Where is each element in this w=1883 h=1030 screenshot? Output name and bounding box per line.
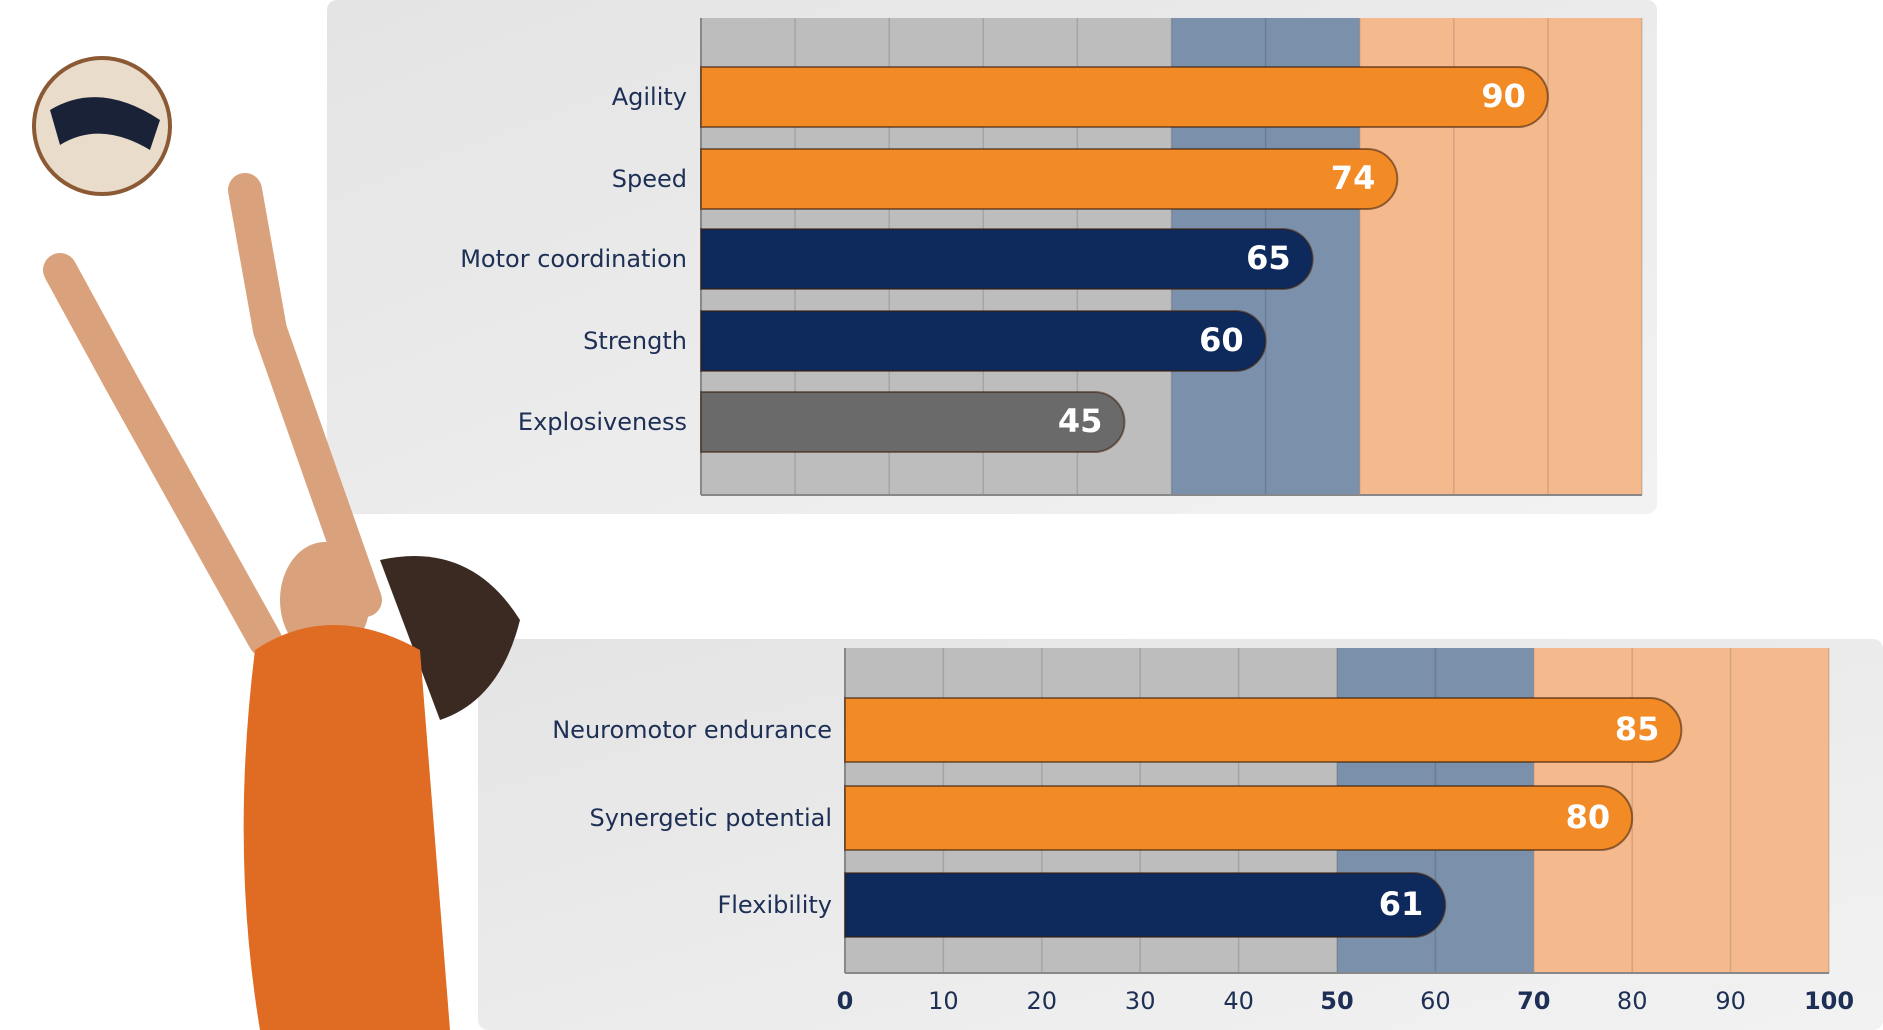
category-label: Explosiveness bbox=[518, 408, 687, 436]
data-label: 45 bbox=[1058, 402, 1103, 440]
x-tick-label: 60 bbox=[1420, 987, 1451, 1015]
category-label: Neuromotor endurance bbox=[552, 716, 832, 744]
data-label: 90 bbox=[1481, 77, 1526, 115]
bar bbox=[700, 228, 1314, 290]
x-tick-label: 50 bbox=[1320, 987, 1353, 1015]
x-tick-label: 80 bbox=[1617, 987, 1648, 1015]
data-label: 74 bbox=[1331, 159, 1376, 197]
x-tick-label: 30 bbox=[1125, 987, 1156, 1015]
bar bbox=[844, 697, 1683, 763]
data-label: 61 bbox=[1379, 885, 1424, 923]
category-label: Flexibility bbox=[717, 891, 832, 919]
x-tick-label: 20 bbox=[1027, 987, 1058, 1015]
data-label: 65 bbox=[1246, 239, 1291, 277]
athlete-illustration bbox=[32, 56, 520, 1030]
bar bbox=[700, 391, 1126, 453]
bar bbox=[700, 310, 1267, 372]
bar bbox=[700, 66, 1549, 128]
category-label: Agility bbox=[612, 83, 687, 111]
data-label: 60 bbox=[1199, 321, 1244, 359]
category-label: Speed bbox=[612, 165, 687, 193]
category-label: Synergetic potential bbox=[589, 804, 832, 832]
x-tick-label: 70 bbox=[1517, 987, 1550, 1015]
data-label: 80 bbox=[1566, 798, 1611, 836]
bar bbox=[844, 785, 1634, 851]
bar bbox=[700, 148, 1399, 210]
x-tick-label: 0 bbox=[837, 987, 854, 1015]
x-tick-label: 90 bbox=[1715, 987, 1746, 1015]
category-label: Strength bbox=[583, 327, 687, 355]
x-tick-label: 10 bbox=[928, 987, 959, 1015]
bar bbox=[844, 872, 1447, 938]
data-label: 85 bbox=[1615, 710, 1660, 748]
x-tick-label: 40 bbox=[1223, 987, 1254, 1015]
category-label: Motor coordination bbox=[460, 245, 687, 273]
x-tick-label: 100 bbox=[1804, 987, 1854, 1015]
